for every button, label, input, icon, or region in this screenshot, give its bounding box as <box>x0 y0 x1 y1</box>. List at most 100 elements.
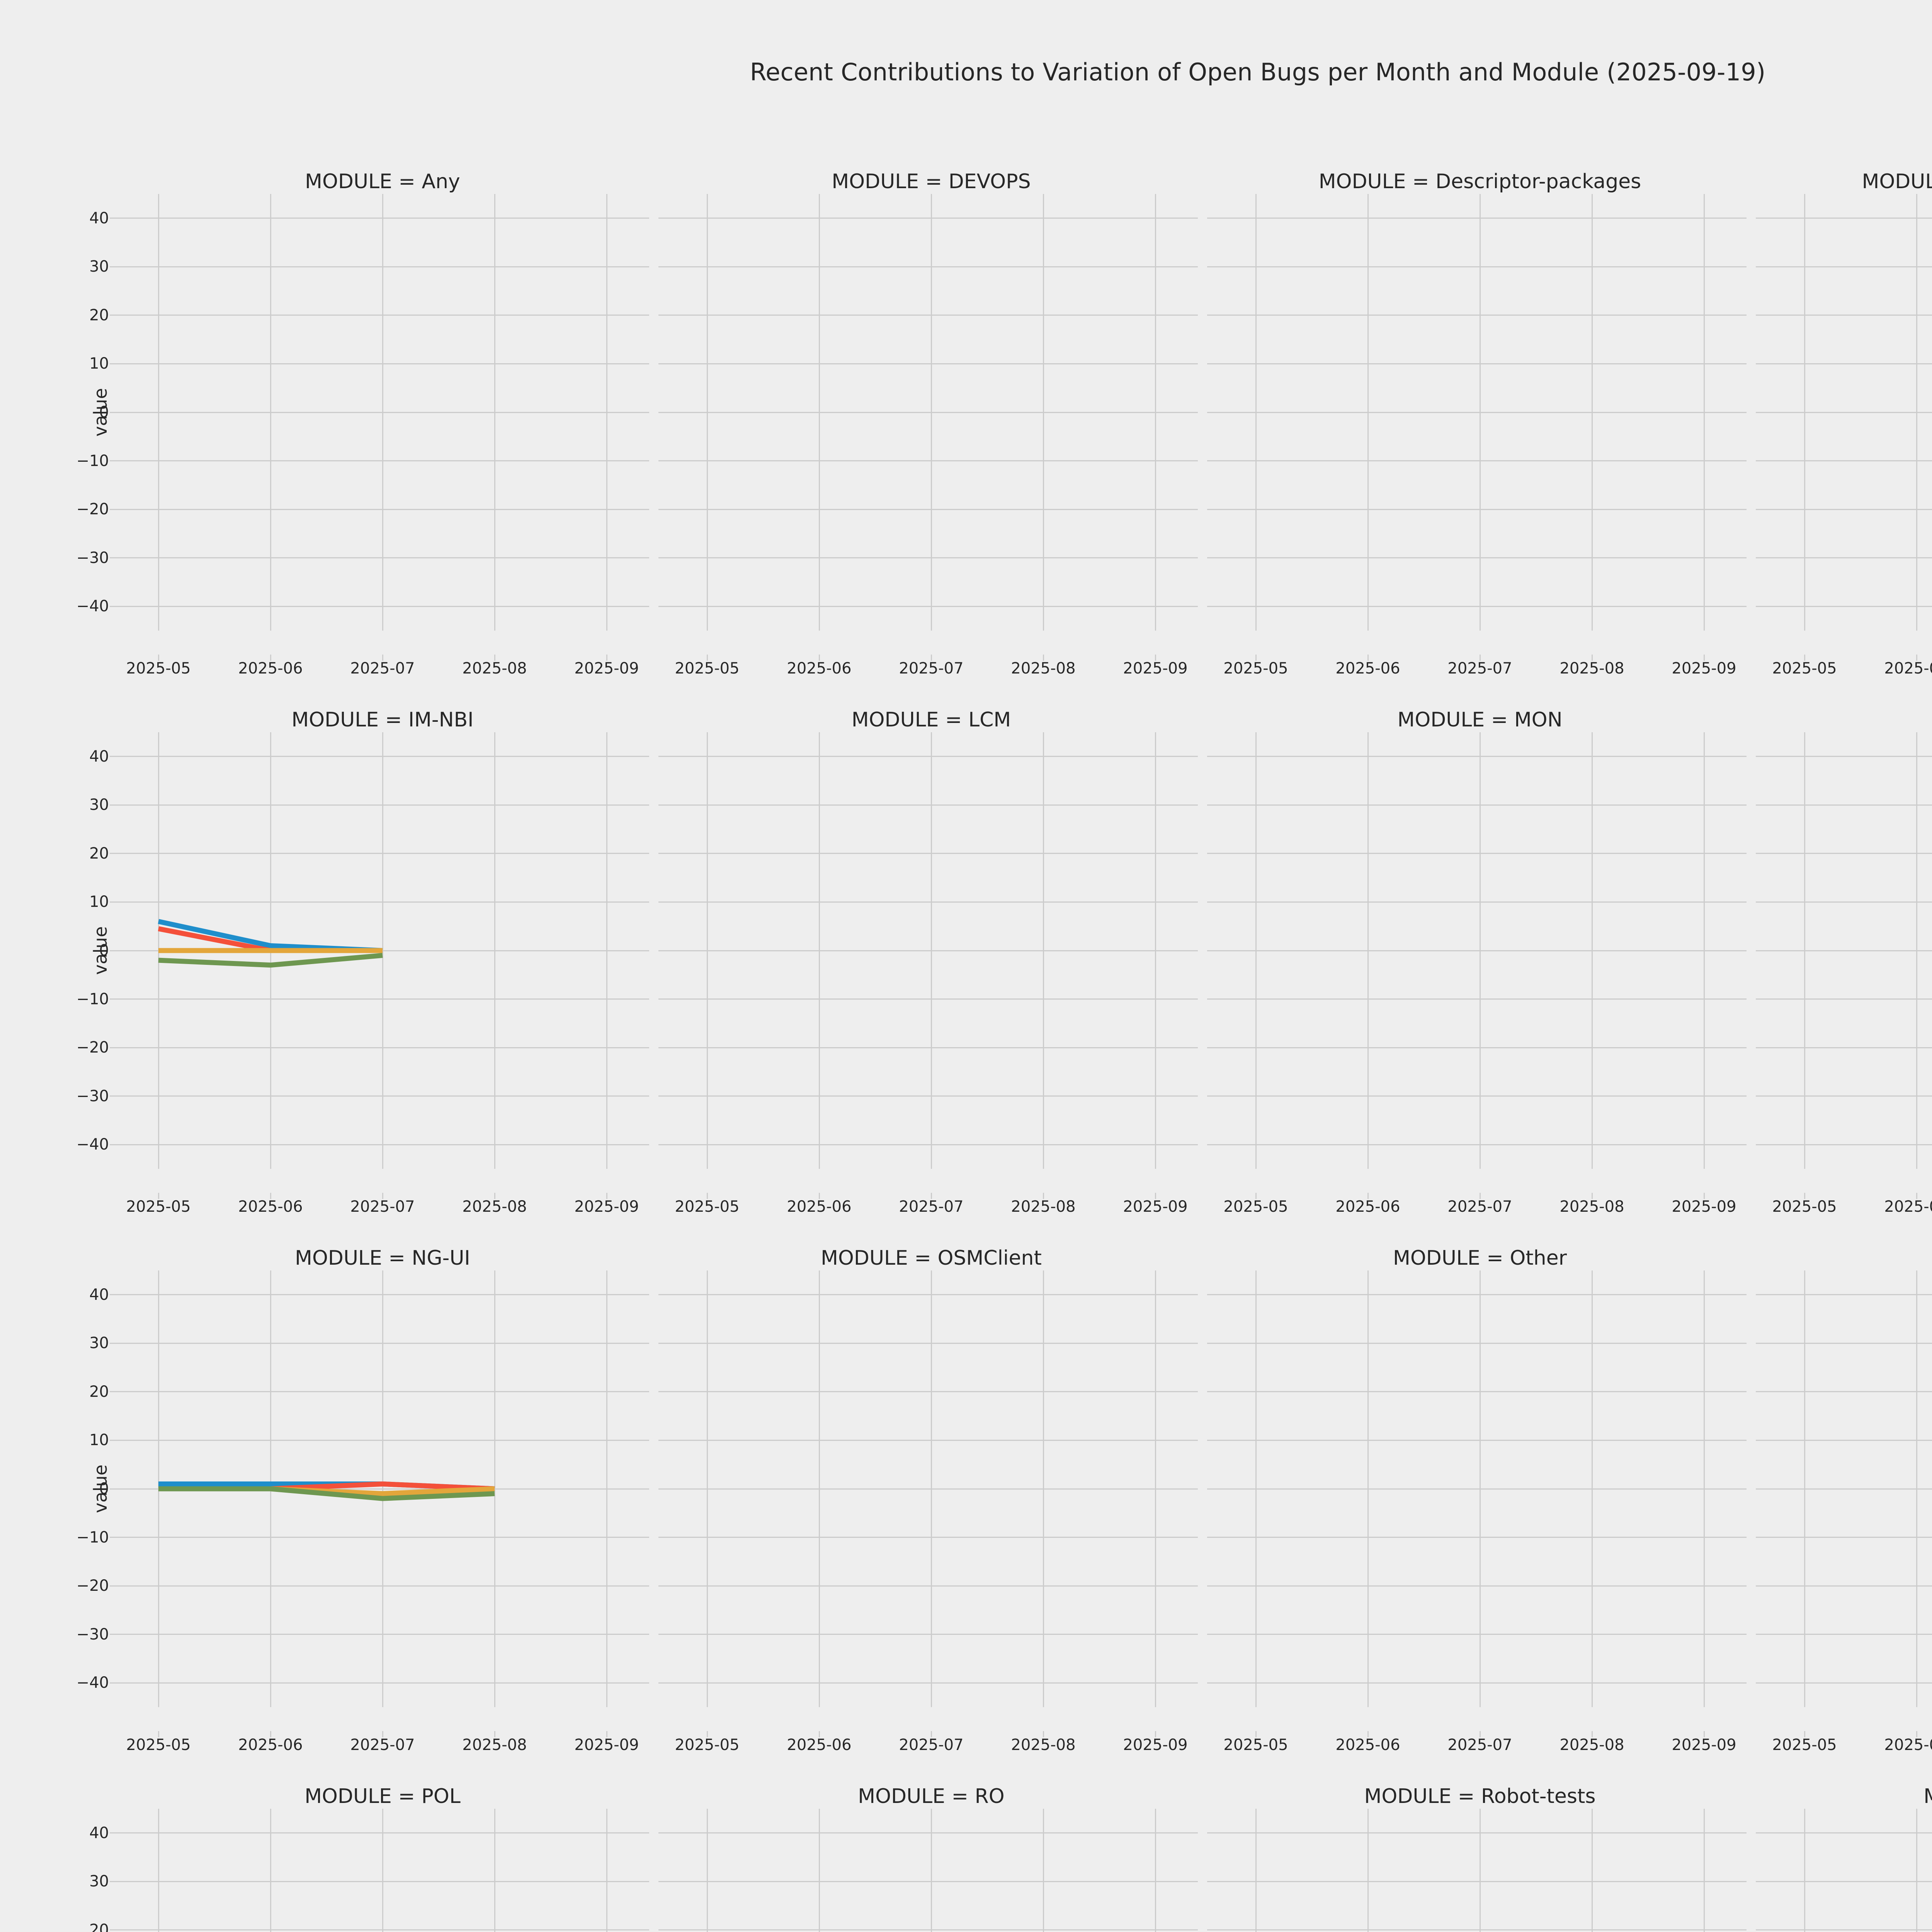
gridline-vertical <box>1916 1809 1917 1932</box>
y-tick-mark <box>110 1047 116 1048</box>
x-tick-mark <box>1255 1731 1257 1737</box>
y-tick-mark <box>1756 1682 1762 1684</box>
facet-title: MODULE = NG-UI <box>295 1247 470 1270</box>
gridline-vertical <box>1479 732 1481 1169</box>
x-tick-mark <box>1804 1731 1805 1737</box>
series-layer <box>116 194 649 631</box>
x-tick-label: 2025-07 <box>350 1198 415 1216</box>
gridline-vertical <box>1804 1809 1805 1932</box>
y-tick-label: −20 <box>76 500 109 519</box>
y-tick-mark <box>110 509 116 510</box>
gridline-vertical <box>1043 1270 1044 1707</box>
y-tick-mark <box>658 1294 665 1296</box>
gridline-vertical <box>494 1809 495 1932</box>
x-tick-mark <box>158 1731 159 1737</box>
gridline-vertical <box>1155 1809 1156 1932</box>
y-tick-label: −30 <box>76 549 109 567</box>
y-tick-mark <box>1756 218 1762 219</box>
gridline-vertical <box>158 194 159 631</box>
y-tick-mark <box>110 1488 116 1490</box>
y-tick-mark <box>1756 998 1762 1000</box>
gridline-horizontal <box>1762 1881 1932 1882</box>
y-tick-mark <box>1207 1881 1213 1882</box>
y-tick-mark <box>1207 412 1213 413</box>
y-tick-mark <box>1207 363 1213 364</box>
y-tick-mark <box>110 1929 116 1931</box>
y-tick-label: 20 <box>89 844 109 862</box>
y-tick-label: 40 <box>89 1286 109 1304</box>
y-tick-mark <box>1207 1342 1213 1344</box>
x-tick-label: 2025-08 <box>1560 660 1624 677</box>
gridline-vertical <box>1155 732 1156 1169</box>
gridline-vertical <box>1155 1270 1156 1707</box>
y-tick-label: 40 <box>89 1824 109 1842</box>
x-tick-label: 2025-05 <box>126 660 191 677</box>
y-tick-mark <box>110 1391 116 1393</box>
y-tick-mark <box>1207 1682 1213 1684</box>
gridline-vertical <box>1703 732 1705 1169</box>
x-tick-label: 2025-09 <box>574 1736 639 1754</box>
y-tick-mark <box>1207 1391 1213 1393</box>
y-tick-mark <box>658 1047 665 1048</box>
y-tick-mark <box>110 363 116 364</box>
gridline-horizontal <box>1762 1634 1932 1635</box>
x-tick-label: 2025-06 <box>1335 1736 1400 1754</box>
x-tick-mark <box>1591 1193 1593 1199</box>
x-tick-label: 2025-05 <box>1223 660 1288 677</box>
x-tick-mark <box>1804 655 1805 661</box>
y-tick-mark <box>1756 315 1762 316</box>
gridline-vertical <box>1043 1809 1044 1932</box>
gridline-horizontal <box>1762 756 1932 757</box>
x-tick-label: 2025-08 <box>1560 1198 1624 1216</box>
y-tick-mark <box>1756 756 1762 757</box>
y-tick-mark <box>658 412 665 413</box>
series-layer <box>158 1481 495 1501</box>
y-tick-mark <box>110 998 116 1000</box>
gridline-vertical <box>270 1809 271 1932</box>
y-tick-label: −30 <box>76 1625 109 1643</box>
gridline-vertical <box>706 732 708 1169</box>
series-layer <box>665 732 1198 1169</box>
y-tick-mark <box>658 363 665 364</box>
y-tick-mark <box>658 1095 665 1097</box>
facet-title: MODULE = DEVOPS <box>832 170 1031 193</box>
x-tick-label: 2025-05 <box>1772 1736 1837 1754</box>
y-tick-mark <box>1207 1537 1213 1538</box>
x-tick-mark <box>158 1193 159 1199</box>
gridline-horizontal <box>1762 1144 1932 1145</box>
facet-title: MODULE = Other <box>1393 1247 1567 1270</box>
y-tick-mark <box>1207 901 1213 903</box>
x-tick-label: 2025-08 <box>1011 1736 1076 1754</box>
x-tick-mark <box>1703 1193 1705 1199</box>
y-tick-mark <box>658 605 665 607</box>
x-tick-mark <box>1043 1193 1044 1199</box>
gridline-vertical <box>1255 194 1257 631</box>
series-layer <box>116 1809 649 1932</box>
y-tick-label: 40 <box>89 209 109 227</box>
gridline-vertical <box>818 194 820 631</box>
y-tick-mark <box>110 315 116 316</box>
y-tick-mark <box>1756 363 1762 364</box>
x-tick-mark <box>818 1731 820 1737</box>
y-tick-mark <box>1756 1047 1762 1048</box>
y-tick-mark <box>1756 1391 1762 1393</box>
series-layer <box>665 1809 1198 1932</box>
y-tick-mark <box>658 901 665 903</box>
x-tick-label: 2025-05 <box>675 1198 740 1216</box>
x-tick-label: 2025-05 <box>675 660 740 677</box>
series-layer <box>1762 194 1932 631</box>
gridline-vertical <box>1367 1809 1369 1932</box>
gridline-horizontal <box>1762 1439 1932 1441</box>
x-tick-label: 2025-05 <box>1772 660 1837 677</box>
series-layer <box>1762 1809 1932 1932</box>
x-tick-mark <box>270 655 271 661</box>
y-tick-mark <box>1207 756 1213 757</box>
x-tick-label: 2025-06 <box>238 1736 303 1754</box>
x-tick-mark <box>1367 1193 1369 1199</box>
y-tick-mark <box>658 557 665 559</box>
